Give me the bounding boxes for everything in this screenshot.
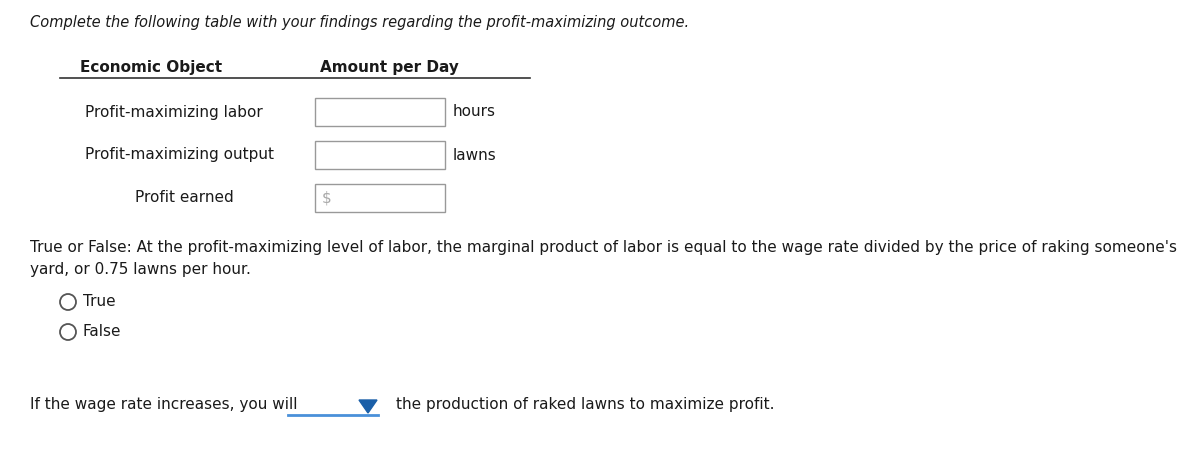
Text: Complete the following table with your findings regarding the profit-maximizing : Complete the following table with your f… bbox=[30, 15, 689, 30]
Text: the production of raked lawns to maximize profit.: the production of raked lawns to maximiz… bbox=[396, 397, 774, 413]
Text: Profit-maximizing output: Profit-maximizing output bbox=[85, 148, 274, 162]
Text: Amount per Day: Amount per Day bbox=[320, 60, 458, 75]
Text: Profit-maximizing labor: Profit-maximizing labor bbox=[85, 104, 263, 120]
Text: If the wage rate increases, you will: If the wage rate increases, you will bbox=[30, 397, 298, 413]
Text: lawns: lawns bbox=[454, 148, 497, 162]
Text: Profit earned: Profit earned bbox=[134, 190, 234, 206]
Text: hours: hours bbox=[454, 104, 496, 120]
Polygon shape bbox=[359, 400, 377, 413]
Text: Economic Object: Economic Object bbox=[80, 60, 222, 75]
Text: $: $ bbox=[322, 190, 331, 206]
Text: True: True bbox=[83, 294, 115, 310]
Bar bbox=[314, 184, 445, 212]
Bar bbox=[314, 98, 445, 126]
Text: True or False: At the profit-maximizing level of labor, the marginal product of : True or False: At the profit-maximizing … bbox=[30, 240, 1177, 255]
Text: yard, or 0.75 lawns per hour.: yard, or 0.75 lawns per hour. bbox=[30, 262, 251, 277]
Text: False: False bbox=[83, 324, 121, 339]
Bar bbox=[314, 141, 445, 169]
